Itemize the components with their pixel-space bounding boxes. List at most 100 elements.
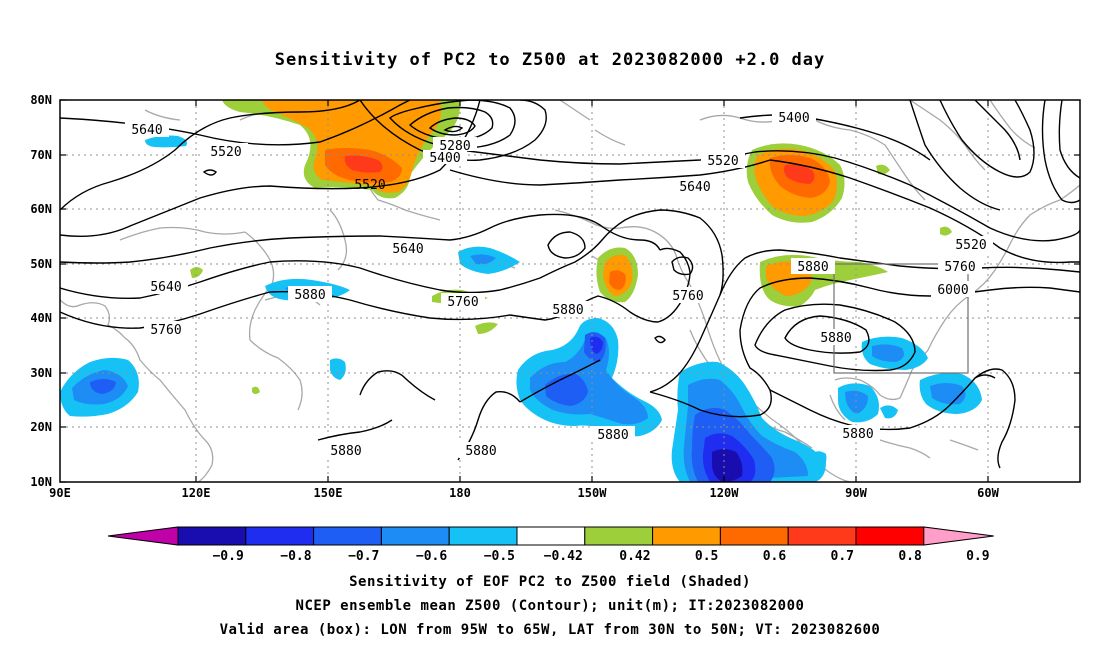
lon-label: 120E	[182, 486, 211, 500]
colorbar-label: 0.6	[763, 549, 787, 564]
contour-label-text: 5880	[552, 303, 583, 318]
contour-label-text: 5640	[131, 123, 162, 138]
contour-label: 5640	[144, 278, 188, 295]
contour-label-text: 5880	[330, 444, 361, 459]
caption-line-1: Sensitivity of EOF PC2 to Z500 field (Sh…	[349, 574, 751, 590]
colorbar-box	[787, 526, 857, 546]
contour-label-text: 5880	[797, 260, 828, 275]
colorbar-box	[245, 526, 315, 546]
contour-label: 5520	[949, 236, 993, 253]
contour-label: 5880	[288, 286, 332, 303]
contour-label-text: 5640	[392, 242, 423, 257]
colorbar-label: 0.5	[695, 549, 718, 564]
colorbar-label: −0.7	[348, 549, 379, 564]
contour-label: 5880	[324, 442, 368, 459]
colorbar-right-arrow	[923, 526, 994, 546]
colorbar-box	[380, 526, 450, 546]
contour-label: 5760	[938, 258, 982, 275]
contour-label: 5760	[441, 293, 485, 310]
lat-label: 80N	[30, 93, 52, 107]
contour-label-text: 5880	[294, 288, 325, 303]
colorbar-label: 0.9	[966, 549, 989, 564]
lon-label: 120W	[710, 486, 740, 500]
longitude-labels: 90E 120E 150E 180 150W 120W 90W 60W	[49, 486, 999, 500]
lon-label: 90E	[49, 486, 71, 500]
valid-area-box	[833, 263, 969, 374]
positive-sensitivity-shading	[190, 100, 952, 394]
z500-contours	[60, 100, 1080, 469]
colorbar-box	[313, 526, 382, 546]
contour-label-text: 5760	[150, 323, 181, 338]
contour-label: 5520	[701, 152, 745, 169]
contour-label: 5880	[836, 425, 880, 442]
contour-label: 5760	[144, 321, 188, 338]
contour-label: 5880	[591, 426, 635, 443]
contour-label-text: 5880	[465, 444, 496, 459]
contour-label: 5640	[673, 178, 717, 195]
contour-label-text: 5880	[820, 331, 851, 346]
contour-label-text: 5760	[944, 260, 975, 275]
map-frame	[59, 99, 1081, 483]
contour-label-text: 5520	[210, 145, 241, 160]
caption-line-3: Valid area (box): LON from 95W to 65W, L…	[219, 622, 881, 638]
colorbar-box	[719, 526, 789, 546]
contour-label-text: 5640	[150, 280, 181, 295]
lon-label: 150E	[314, 486, 343, 500]
colorbar-label: −0.9	[212, 549, 243, 564]
contour-label: 5400	[423, 150, 467, 166]
contour-label: 5880	[814, 329, 858, 346]
contour-label-text: 5640	[679, 180, 710, 195]
contour-label-text: 5880	[597, 428, 628, 443]
lon-label: 60W	[977, 486, 999, 500]
lat-label: 30N	[30, 366, 52, 380]
colorbar: −0.9 −0.8 −0.7 −0.6 −0.5 −0.42 0.42 0.5 0.6 0.7 0.…	[107, 526, 994, 564]
contour-label: 5880	[791, 258, 835, 275]
colorbar-label: 0.42	[619, 549, 650, 564]
lat-label: 50N	[30, 257, 52, 271]
contour-label-text: 6000	[937, 283, 968, 298]
contour-label-text: 5520	[955, 238, 986, 253]
contour-label-text: 5760	[447, 295, 478, 310]
lon-label: 180	[449, 486, 471, 500]
contour-label-text: 5400	[778, 111, 809, 126]
axis-ticks	[60, 99, 1080, 483]
colorbar-label: −0.42	[544, 549, 583, 564]
map-title: Sensitivity of PC2 to Z500 at 2023082000…	[274, 50, 826, 70]
contour-label: 5760	[666, 287, 710, 304]
contour-label-text: 5880	[842, 427, 873, 442]
lat-label: 70N	[30, 148, 52, 162]
lat-label: 20N	[30, 420, 52, 434]
contour-label: 5640	[125, 121, 169, 138]
contour-label: 5880	[546, 301, 590, 318]
colorbar-box	[652, 526, 721, 546]
lat-label: 60N	[30, 202, 52, 216]
latitude-labels: 80N 70N 60N 50N 40N 30N 20N 10N	[30, 93, 52, 489]
contour-label-group: 5640 5520 5280 5400 5520 5520 5640 5400 …	[125, 109, 993, 459]
contour-label: 5520	[354, 178, 385, 193]
colorbar-label: −0.8	[280, 549, 311, 564]
colorbar-label: 0.7	[831, 549, 854, 564]
colorbar-box	[448, 526, 518, 546]
contour-label-text: 5760	[672, 289, 703, 304]
lat-label: 40N	[30, 311, 52, 325]
colorbar-label: −0.6	[416, 549, 447, 564]
colorbar-box	[584, 526, 654, 546]
contour-label-text: 5400	[429, 151, 460, 166]
colorbar-label: 0.8	[898, 549, 922, 564]
colorbar-box	[516, 526, 586, 546]
lon-label: 150W	[578, 486, 608, 500]
contour-label: 5400	[772, 109, 816, 126]
contour-label-text: 5520	[707, 154, 738, 169]
contour-label: 5520	[204, 143, 248, 160]
contour-label-text: 5520	[354, 178, 385, 193]
lon-label: 90W	[845, 486, 867, 500]
colorbar-label: −0.5	[484, 549, 515, 564]
colorbar-box	[855, 526, 925, 546]
lat-label: 10N	[30, 475, 52, 489]
contour-label: 5880	[459, 442, 503, 459]
caption-line-2: NCEP ensemble mean Z500 (Contour); unit(…	[295, 598, 805, 614]
colorbar-box	[177, 526, 247, 546]
contour-label: 5640	[386, 240, 430, 257]
contour-label: 6000	[931, 281, 975, 298]
